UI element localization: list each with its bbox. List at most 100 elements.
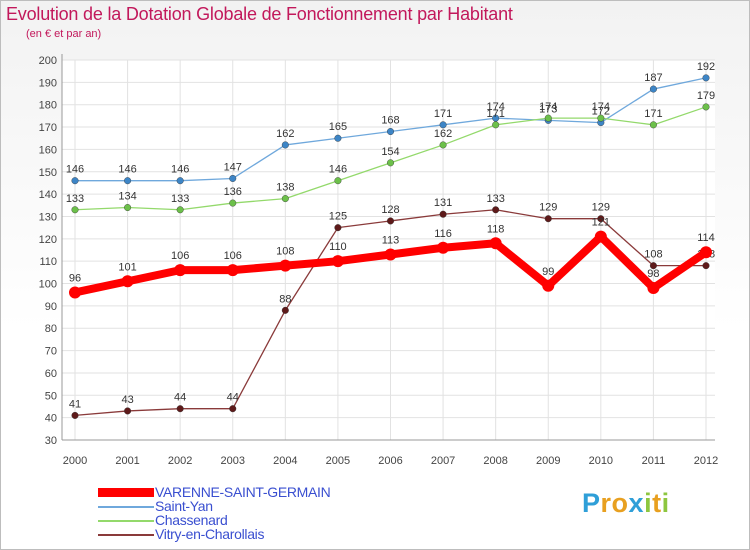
data-point	[439, 210, 447, 218]
y-tick-label: 160	[39, 144, 57, 156]
data-point	[279, 259, 292, 272]
data-label: 133	[486, 193, 504, 205]
y-tick-label: 30	[45, 435, 57, 447]
data-label: 147	[224, 161, 242, 173]
y-tick-label: 100	[39, 279, 57, 291]
data-label: 174	[539, 101, 557, 113]
x-tick-label: 2010	[589, 455, 613, 467]
data-label: 173	[539, 103, 557, 115]
chart-subtitle: (en € et par an)	[26, 28, 102, 40]
proxiti-logo: Proxiti	[582, 488, 670, 519]
data-label: 154	[381, 146, 399, 158]
y-tick-label: 150	[39, 167, 57, 179]
legend-label: VARENNE-SAINT-GERMAIN	[155, 484, 331, 500]
y-tick-label: 50	[45, 390, 57, 402]
data-point	[229, 174, 237, 182]
data-label: 99	[542, 266, 554, 278]
data-point	[700, 246, 712, 259]
data-label: 174	[592, 101, 610, 113]
data-point	[702, 262, 710, 270]
data-point	[124, 204, 132, 212]
data-point	[176, 206, 184, 214]
data-point	[384, 248, 397, 261]
logo-letter: t	[652, 488, 662, 518]
legend-swatch-chassenard	[98, 520, 154, 522]
data-point	[281, 306, 289, 314]
y-tick-label: 180	[39, 100, 57, 112]
data-point	[387, 159, 395, 167]
data-label: 146	[118, 164, 136, 176]
data-label: 162	[276, 128, 294, 140]
x-tick-label: 2001	[115, 455, 139, 467]
data-point	[649, 121, 657, 129]
data-label: 171	[434, 108, 452, 120]
logo-letter: x	[628, 488, 645, 518]
data-label: 133	[66, 193, 84, 205]
data-point	[71, 206, 79, 214]
data-label: 162	[434, 128, 452, 140]
x-tick-label: 2003	[221, 455, 245, 467]
data-label: 171	[644, 108, 662, 120]
x-tick-label: 2002	[168, 455, 192, 467]
data-label: 41	[69, 398, 81, 410]
y-tick-label: 120	[39, 234, 57, 246]
y-tick-label: 140	[39, 189, 57, 201]
data-point	[334, 177, 342, 185]
data-point	[176, 177, 184, 185]
y-tick-label: 70	[45, 346, 57, 358]
data-label: 179	[697, 90, 715, 102]
logo-letter: i	[661, 488, 670, 518]
data-label: 187	[644, 72, 662, 84]
legend-item: VARENNE-SAINT-GERMAIN	[98, 484, 398, 500]
data-point	[281, 195, 289, 203]
x-tick-label: 2009	[536, 455, 560, 467]
legend-label: Vitry-en-Charollais	[155, 526, 265, 542]
data-point	[121, 275, 134, 288]
data-label: 136	[224, 186, 242, 198]
data-label: 113	[382, 234, 400, 246]
data-point	[71, 411, 79, 419]
x-tick-label: 2007	[431, 455, 455, 467]
data-point	[702, 74, 710, 82]
data-label: 108	[644, 249, 662, 261]
data-point	[439, 121, 447, 129]
x-tick-label: 2012	[694, 455, 718, 467]
data-label: 116	[434, 228, 452, 240]
data-label: 44	[227, 392, 239, 404]
legend-swatch-vitry	[98, 534, 154, 536]
data-label: 118	[487, 223, 505, 235]
data-point	[69, 286, 81, 299]
data-label: 44	[174, 392, 186, 404]
data-label: 129	[539, 202, 557, 214]
y-tick-label: 110	[39, 256, 57, 268]
x-tick-label: 2004	[273, 455, 297, 467]
data-point	[334, 224, 342, 232]
data-point	[544, 215, 552, 223]
data-point	[174, 264, 187, 277]
data-label: 129	[592, 202, 610, 214]
data-point	[176, 405, 184, 413]
y-tick-label: 170	[39, 122, 57, 134]
data-label: 168	[381, 115, 399, 127]
legend-item: Vitry-en-Charollais	[98, 526, 398, 542]
data-point	[281, 141, 289, 149]
data-point	[437, 241, 450, 254]
data-label: 146	[329, 164, 347, 176]
data-label: 133	[171, 193, 189, 205]
data-point	[334, 134, 342, 142]
chart-title: Evolution de la Dotation Globale de Fonc…	[6, 4, 513, 24]
y-tick-label: 40	[45, 413, 57, 425]
data-label: 134	[118, 191, 136, 203]
data-label: 131	[434, 197, 452, 209]
data-label: 106	[224, 250, 242, 262]
logo-letter: o	[611, 488, 629, 518]
data-point	[544, 114, 552, 122]
data-point	[542, 279, 555, 292]
x-tick-label: 2006	[378, 455, 402, 467]
data-point	[387, 217, 395, 225]
data-label: 88	[279, 293, 291, 305]
x-tick-label: 2011	[642, 455, 666, 467]
y-tick-label: 190	[39, 77, 57, 89]
logo-letter: P	[582, 488, 601, 518]
